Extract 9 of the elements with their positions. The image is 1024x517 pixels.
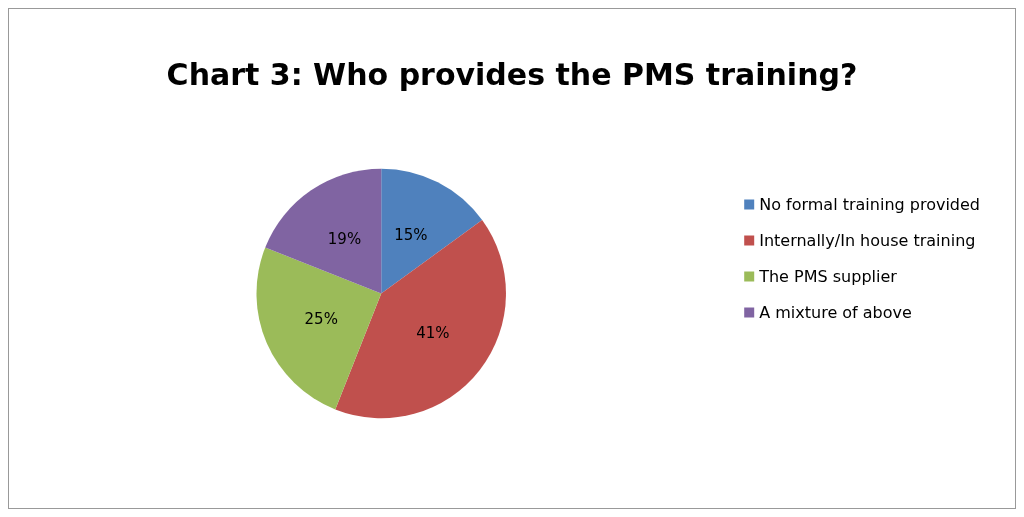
data-label: 19%: [327, 230, 362, 249]
legend-label: Internally/In house training: [759, 231, 976, 250]
legend-label: The PMS supplier: [758, 267, 898, 286]
legend-label: A mixture of above: [759, 303, 912, 322]
legend-label: No formal training provided: [759, 195, 980, 214]
data-label: 41%: [416, 324, 450, 343]
data-label: 15%: [394, 226, 428, 245]
data-label: 25%: [304, 310, 338, 329]
chart-title: Chart 3: Who provides the PMS training?: [166, 56, 858, 92]
